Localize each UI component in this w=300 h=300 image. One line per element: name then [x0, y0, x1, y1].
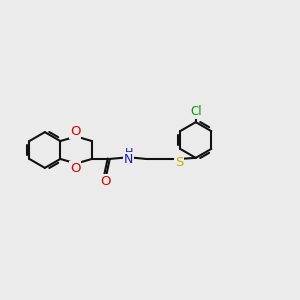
Text: S: S [175, 156, 183, 169]
Text: O: O [70, 162, 80, 175]
Text: Cl: Cl [190, 105, 202, 118]
Text: O: O [101, 175, 111, 188]
Text: H: H [124, 148, 133, 158]
Text: N: N [124, 153, 134, 166]
Text: O: O [70, 125, 80, 138]
